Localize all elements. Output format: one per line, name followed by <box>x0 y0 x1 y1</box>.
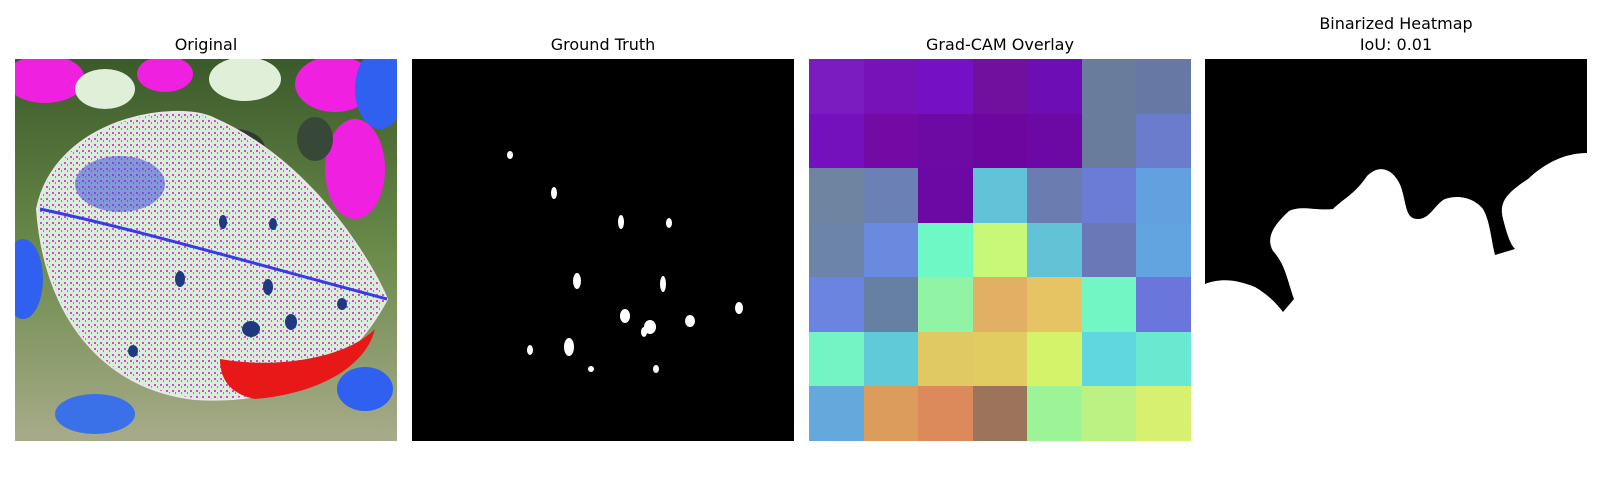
gradcam-cell <box>973 59 1027 114</box>
gradcam-cell <box>809 168 864 223</box>
gradcam-cell <box>864 223 918 277</box>
gradcam-cell <box>1136 223 1191 277</box>
gradcam-cell <box>809 277 864 332</box>
gradcam-cell <box>1136 277 1191 332</box>
binarized-mask <box>1205 59 1587 441</box>
gradcam-cell <box>1082 168 1136 223</box>
gradcam-cell <box>864 386 918 441</box>
binarized-title: Binarized Heatmap IoU: 0.01 <box>1205 13 1587 55</box>
gradcam-cell <box>918 59 973 114</box>
gradcam-cell <box>1136 168 1191 223</box>
gradcam-cell <box>918 332 973 386</box>
gradcam-cell <box>973 223 1027 277</box>
gradcam-cell <box>809 332 864 386</box>
original-title: Original <box>15 34 397 55</box>
gradcam-cell <box>1136 332 1191 386</box>
gradcam-cell <box>973 277 1027 332</box>
gradcam-cell <box>1136 386 1191 441</box>
binarized-heatmap <box>1205 59 1587 441</box>
gradcam-cell <box>864 168 918 223</box>
gradcam-cell <box>973 168 1027 223</box>
original-leaf-picture <box>15 59 397 441</box>
gradcam-cell <box>1027 332 1082 386</box>
ground-truth-spots <box>412 59 794 441</box>
gradcam-cell <box>1082 277 1136 332</box>
binarized-title-line1: Binarized Heatmap <box>1205 13 1587 34</box>
gradcam-cell <box>809 59 864 114</box>
gradcam-cell <box>1136 114 1191 168</box>
gradcam-cell <box>809 114 864 168</box>
gradcam-cell <box>1082 59 1136 114</box>
gradcam-overlay <box>809 59 1191 441</box>
gradcam-cell <box>1027 168 1082 223</box>
gradcam-cell <box>973 114 1027 168</box>
gradcam-cell <box>1082 114 1136 168</box>
gradcam-cell <box>1027 59 1082 114</box>
gradcam-cell <box>864 277 918 332</box>
original-image <box>15 59 397 441</box>
gradcam-cell <box>1027 114 1082 168</box>
gradcam-title: Grad-CAM Overlay <box>809 34 1191 55</box>
gradcam-cell <box>1082 332 1136 386</box>
gradcam-cell <box>918 277 973 332</box>
gradcam-cell <box>1027 223 1082 277</box>
gradcam-cell <box>918 223 973 277</box>
gradcam-cell <box>918 386 973 441</box>
ground-truth-mask <box>412 59 794 441</box>
gradcam-cell <box>864 114 918 168</box>
gradcam-cell <box>973 332 1027 386</box>
iou-label: IoU: 0.01 <box>1205 34 1587 55</box>
gradcam-cell <box>1082 223 1136 277</box>
ground-truth-title: Ground Truth <box>412 34 794 55</box>
gradcam-cell <box>1136 59 1191 114</box>
gradcam-cell <box>1027 277 1082 332</box>
gradcam-cell <box>809 223 864 277</box>
gradcam-cell <box>1027 386 1082 441</box>
gradcam-cell <box>973 386 1027 441</box>
gradcam-cell <box>918 168 973 223</box>
gradcam-cell <box>809 386 864 441</box>
gradcam-cell <box>864 332 918 386</box>
gradcam-cell <box>864 59 918 114</box>
gradcam-cell <box>1082 386 1136 441</box>
gradcam-cell <box>918 114 973 168</box>
